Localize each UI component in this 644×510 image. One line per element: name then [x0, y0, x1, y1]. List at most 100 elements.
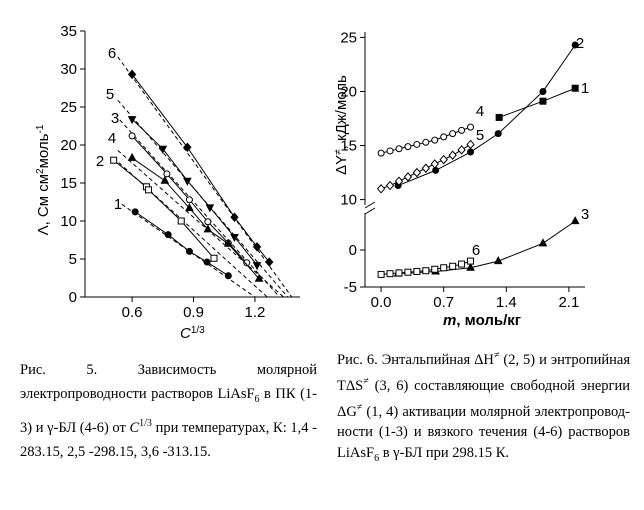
- marker: [467, 257, 475, 265]
- marker: [183, 142, 192, 153]
- series-label: 6: [472, 242, 480, 259]
- fit-line: [119, 119, 280, 298]
- series-line: [498, 87, 576, 118]
- caption-1: Рис. 5. Зависимость молярной электропров…: [20, 358, 317, 464]
- marker: [254, 273, 264, 282]
- y-tick-label: 25: [60, 99, 77, 116]
- y-tick-label: -5: [344, 279, 357, 296]
- marker: [158, 145, 168, 154]
- caption-text: (2, 5) и энтропийная TΔS: [337, 351, 630, 394]
- marker: [467, 123, 475, 131]
- caption-text: ≠: [493, 350, 500, 361]
- caption-text: в ПК (1-3) и γ-БЛ (4-6) от: [20, 386, 317, 436]
- marker: [183, 177, 192, 186]
- y-tick-label: 30: [60, 61, 77, 78]
- marker: [128, 132, 136, 140]
- marker: [395, 269, 403, 277]
- marker: [203, 258, 211, 266]
- marker: [403, 172, 413, 182]
- series-label: 3: [111, 110, 119, 127]
- y-tick-label: 25: [340, 29, 357, 46]
- marker: [539, 87, 547, 95]
- series-label: 4: [476, 103, 484, 120]
- series-line: [131, 157, 260, 280]
- x-tick-label: 2.1: [558, 294, 579, 311]
- marker: [421, 163, 430, 173]
- marker: [404, 268, 412, 276]
- marker: [377, 270, 385, 278]
- marker: [449, 262, 457, 270]
- marker: [376, 184, 386, 194]
- axis-label: ΔY≠, кДж/моль: [333, 75, 351, 175]
- marker: [230, 212, 239, 222]
- marker: [110, 156, 118, 164]
- marker: [413, 267, 421, 275]
- marker: [431, 265, 439, 273]
- series-label: 5: [106, 86, 114, 103]
- marker: [377, 149, 385, 157]
- caption-text: (3, 6) составляющие свободной энергии ΔG: [337, 377, 630, 420]
- marker: [127, 69, 137, 80]
- marker: [131, 208, 139, 216]
- marker: [386, 147, 394, 155]
- axis-label-part: ≠: [333, 149, 344, 155]
- marker: [448, 150, 457, 161]
- marker: [449, 130, 457, 138]
- axis-break: [364, 207, 376, 215]
- marker: [466, 262, 475, 271]
- axis-label: m, моль/кг: [443, 312, 521, 329]
- series-line: [131, 118, 258, 266]
- marker: [252, 242, 262, 252]
- axis-label-part: Λ, См см: [35, 174, 52, 235]
- marker: [457, 145, 466, 155]
- marker: [224, 272, 232, 280]
- caption-text: C: [129, 419, 140, 436]
- y-tick-label: 0: [69, 289, 77, 306]
- caption-text: при температурах, К: 1,4 - 283.15, 2,5 -…: [20, 419, 317, 460]
- y-tick-label: 15: [60, 175, 77, 192]
- series-label: 6: [108, 45, 116, 62]
- marker: [432, 166, 440, 174]
- marker: [164, 231, 172, 239]
- axis-label-part: , моль/кг: [456, 312, 521, 329]
- fit-line: [117, 149, 284, 298]
- marker: [538, 238, 548, 247]
- x-tick-label: 0.9: [183, 304, 204, 321]
- axis-label: Λ, См см2моль-1: [35, 124, 53, 235]
- y-tick-label: 10: [60, 213, 77, 230]
- caption-text: ≠: [356, 401, 363, 413]
- series-label: 4: [108, 130, 116, 147]
- marker: [404, 143, 412, 151]
- marker: [467, 148, 475, 156]
- marker: [223, 238, 233, 247]
- marker: [185, 196, 193, 204]
- marker: [440, 133, 448, 141]
- marker: [144, 186, 152, 194]
- y-tick-label: 5: [69, 251, 77, 268]
- marker: [163, 170, 171, 178]
- marker: [385, 180, 395, 191]
- x-tick-label: 0.0: [371, 294, 392, 311]
- marker: [571, 41, 579, 49]
- axis-break: [364, 201, 376, 209]
- y-tick-label: 20: [340, 83, 357, 100]
- axis-label-part: , кДж/моль: [333, 75, 350, 149]
- series-label: 1: [114, 196, 122, 213]
- marker: [185, 203, 194, 212]
- y-tick-label: 10: [340, 192, 357, 209]
- caption-text: 1/3: [139, 417, 152, 429]
- marker: [252, 262, 262, 271]
- series-label: 2: [96, 153, 104, 170]
- series-label: 3: [581, 206, 589, 223]
- marker: [204, 218, 212, 226]
- caption-text: (1, 4) активации молярной электропровод-…: [337, 403, 630, 462]
- marker: [127, 116, 137, 125]
- series-label: 5: [476, 127, 484, 144]
- y-tick-label: 20: [60, 137, 77, 154]
- marker: [440, 264, 448, 272]
- caption-2: Рис. 6. Энтальпийная ΔH≠ (2, 5) и энтроп…: [337, 345, 630, 469]
- marker: [493, 256, 503, 265]
- marker: [422, 267, 430, 275]
